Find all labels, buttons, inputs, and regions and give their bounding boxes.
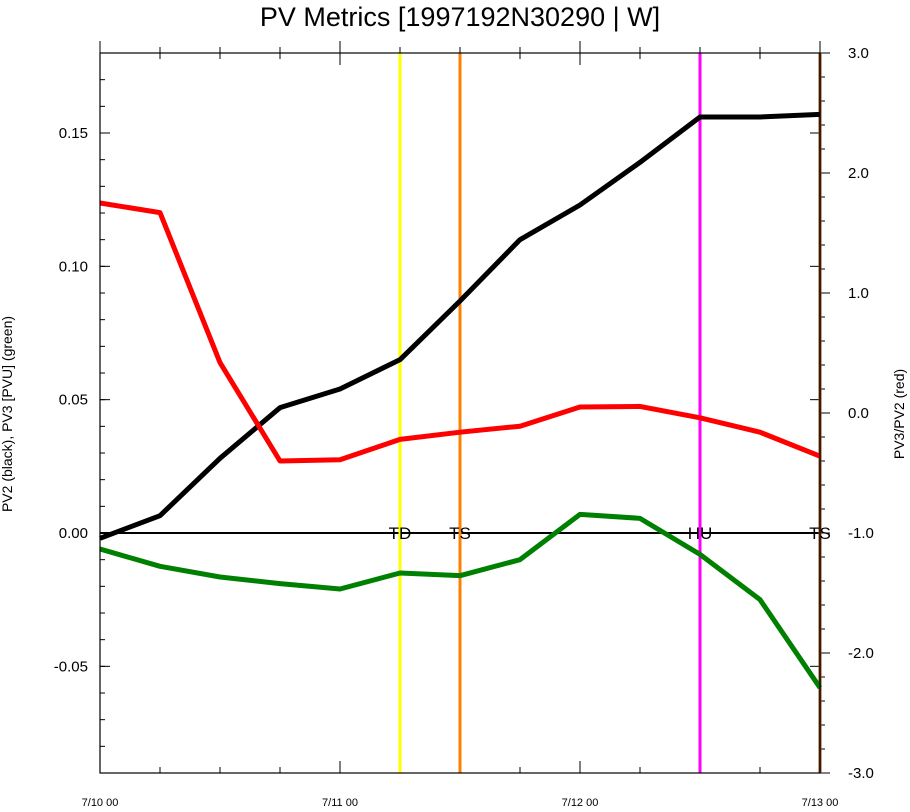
right-tick-label: 3.0: [848, 45, 869, 62]
right-tick-label: 2.0: [848, 165, 869, 182]
left-tick-label: 0.15: [59, 125, 88, 142]
plot-frame: [99, 52, 821, 774]
right-tick-label: -2.0: [848, 645, 874, 662]
x-tick-label: 7/11 00: [322, 797, 358, 809]
right-tick-label: -3.0: [848, 765, 874, 782]
stage-marker-label: TD: [389, 524, 412, 543]
x-tick-label: 7/13 00: [802, 797, 839, 809]
chart-title: PV Metrics [1997192N30290 | W]: [260, 2, 660, 32]
left-tick-label: -0.05: [54, 658, 88, 675]
stage-marker-label: HU: [688, 524, 713, 543]
stage-marker-layer: [398, 53, 822, 773]
right-tick-label: -1.0: [848, 525, 874, 542]
series-layer: [99, 111, 823, 690]
stage-marker-label: TS: [449, 524, 471, 543]
right-tick-label: 0.0: [848, 405, 869, 422]
left-tick-label: 0.00: [59, 525, 88, 542]
series-line-pv3: [99, 511, 823, 690]
left-tick-label: 0.05: [59, 392, 88, 409]
axis-ticks: -0.05 0.00 0.05 0.10 0.15 -3.0 -2.0 -1.0 0.0 1.0 2…: [54, 41, 874, 809]
x-tick-label: 7/10 00: [82, 797, 119, 809]
right-tick-label: 1.0: [848, 285, 869, 302]
x-tick-label: 7/12 00: [562, 797, 599, 809]
series-line-pv2: [99, 111, 821, 541]
left-tick-label: 0.10: [59, 258, 88, 275]
right-axis-label: PV3/PV2 (red): [891, 369, 907, 459]
left-axis-label: PV2 (black), PV3 [PVU] (green): [0, 316, 15, 512]
plot-frame-layer: [99, 52, 821, 774]
series-line-pv3-pv2: [99, 200, 821, 464]
